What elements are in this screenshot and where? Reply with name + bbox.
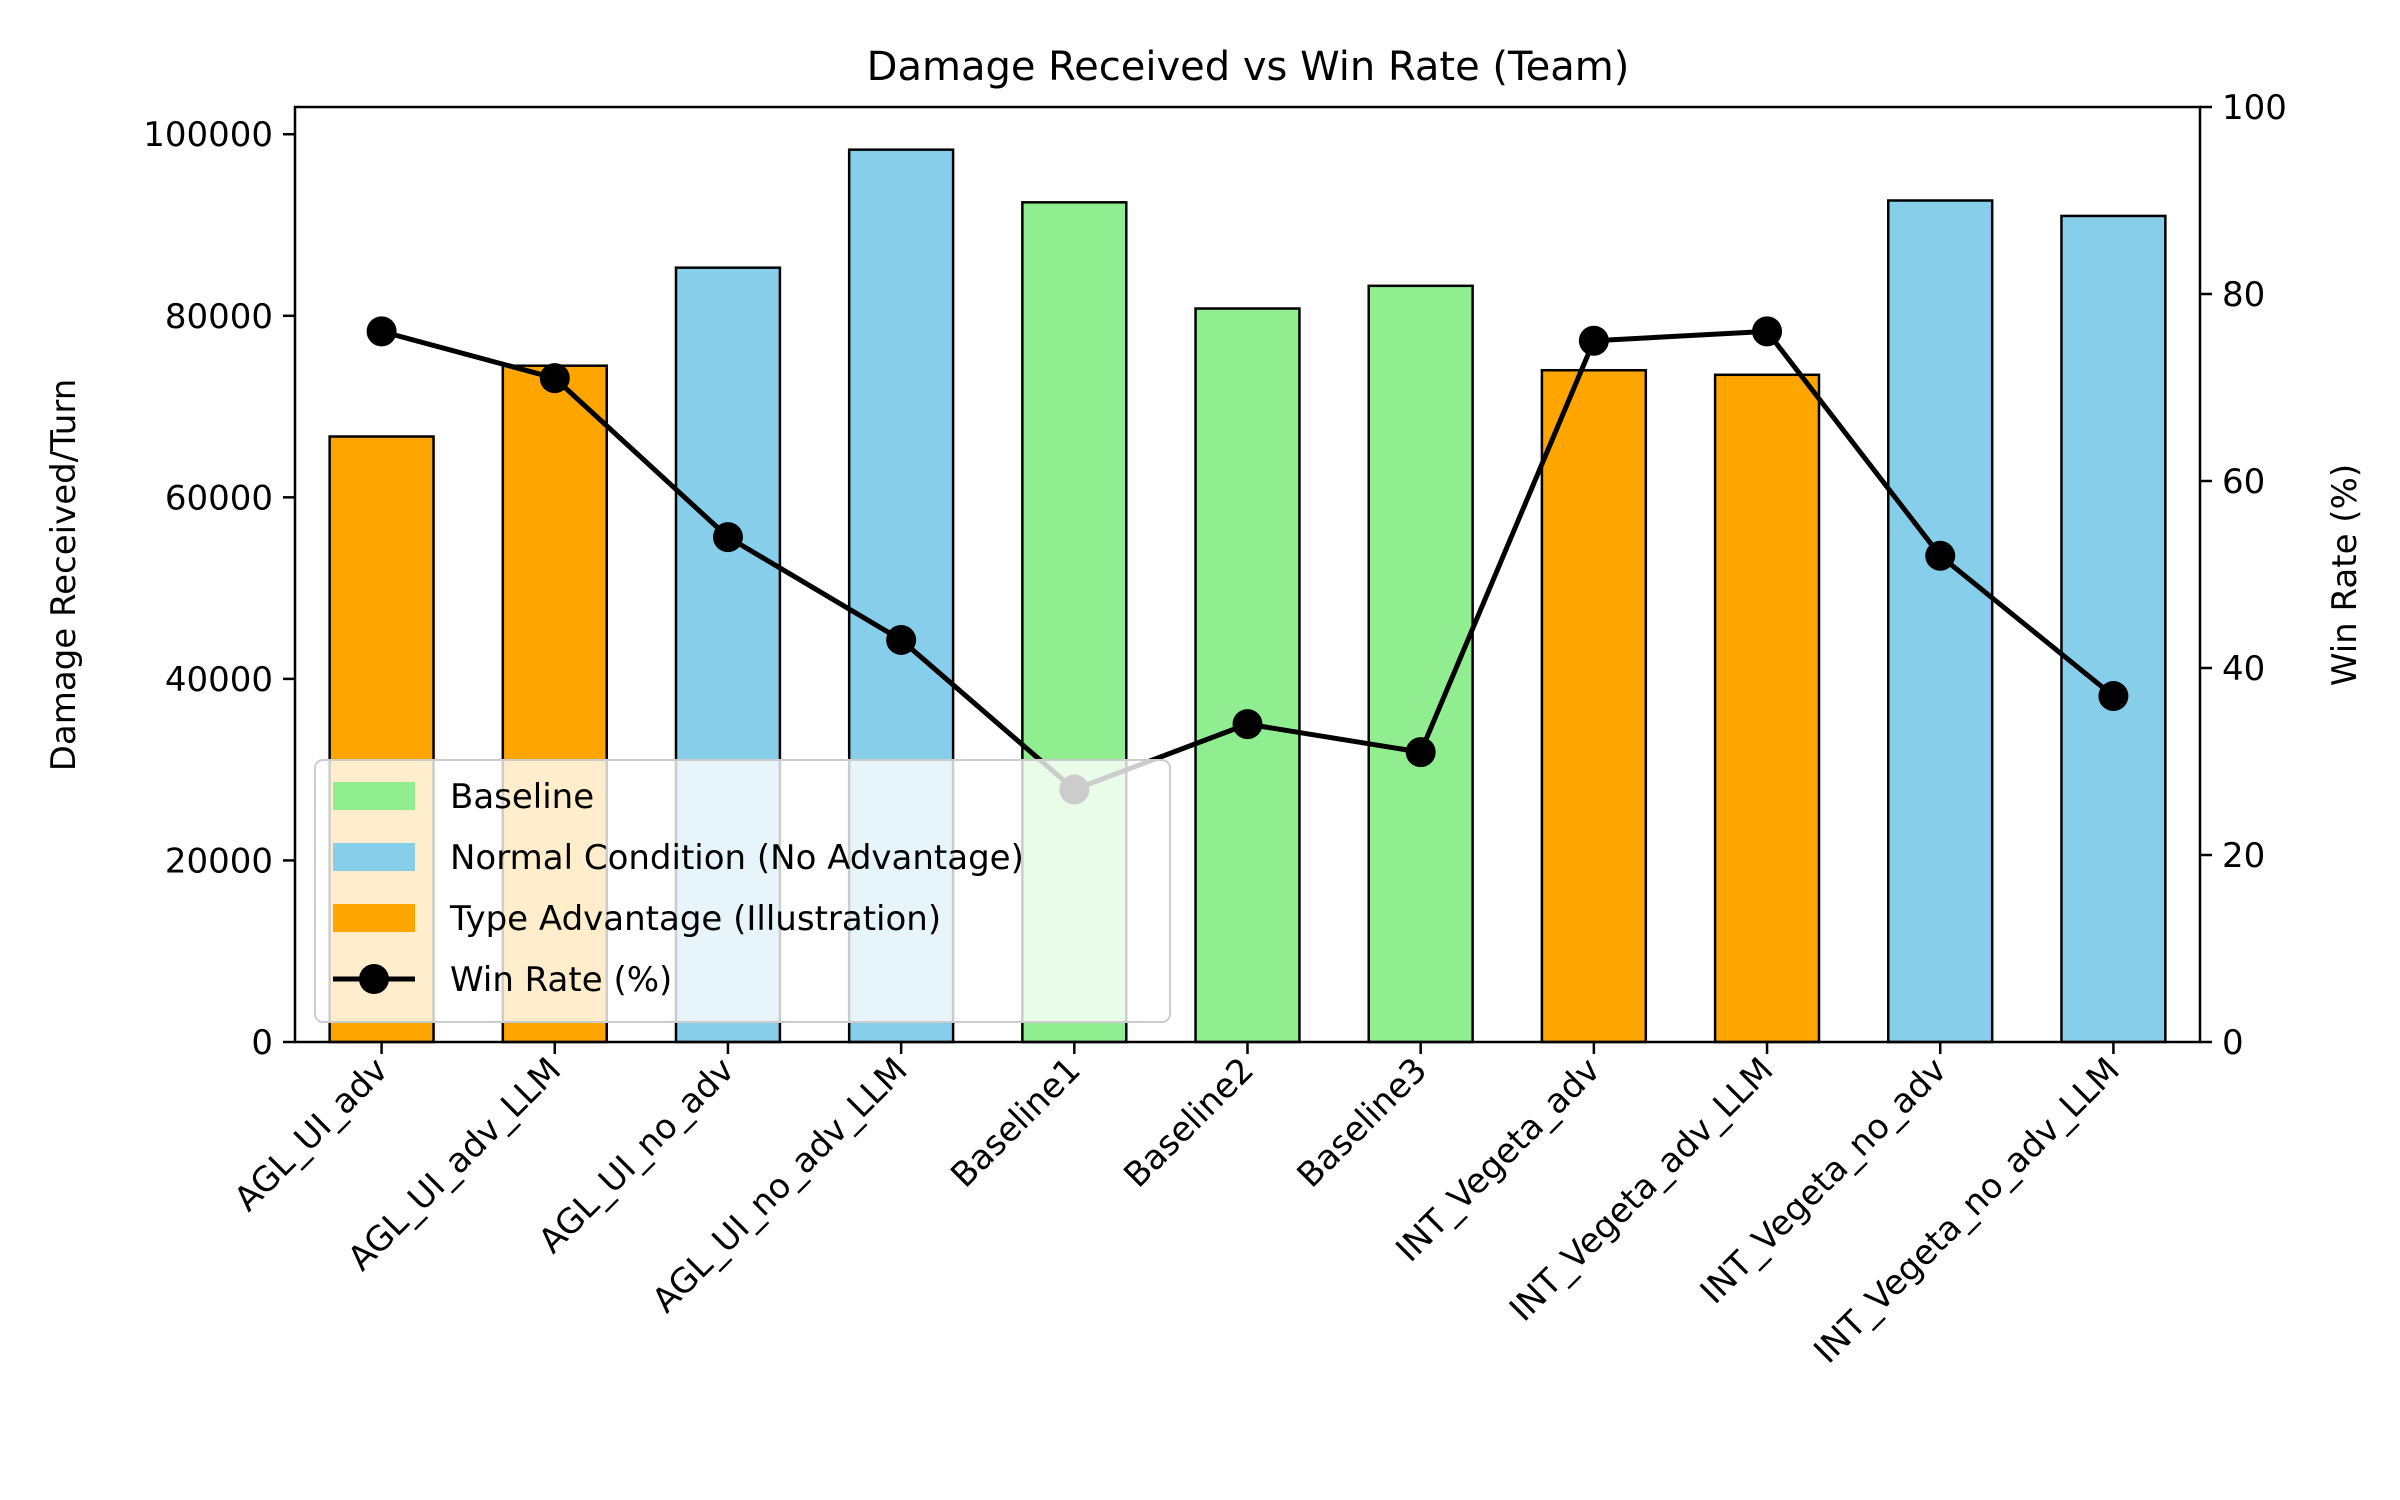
y-tick-label: 0 xyxy=(251,1023,273,1063)
legend-box xyxy=(314,759,1171,1023)
win-rate-point-Baseline2 xyxy=(1232,709,1263,740)
legend-swatch-advantage xyxy=(333,904,415,932)
y-tick-label: 80000 xyxy=(165,297,273,337)
y-tick-label: 100000 xyxy=(143,115,273,155)
win-rate-point-Baseline3 xyxy=(1405,737,1436,768)
y-axis-right: 0 20 40 60 80 100 xyxy=(2200,88,2287,1063)
y-axis-left: 0 20000 40000 60000 80000 100000 xyxy=(143,115,295,1063)
x-tick-label: Baseline2 xyxy=(1116,1050,1262,1196)
win-rate-point-AGL_UI_adv xyxy=(366,316,397,347)
y2-axis-title: Win Rate (%) xyxy=(2325,464,2365,686)
y-axis-title: Damage Received/Turn xyxy=(44,379,84,772)
bar-INT_Vegeta_no_adv xyxy=(1887,199,1994,1044)
win-rate-point-AGL_UI_no_adv xyxy=(712,522,743,553)
legend-label-line: Win Rate (%) xyxy=(450,960,672,1000)
y2-tick-label: 100 xyxy=(2222,88,2287,128)
win-rate-point-INT_Vegeta_no_adv_LLM xyxy=(2098,681,2129,712)
legend-label-advantage: Type Advantage (Illustration) xyxy=(449,899,941,939)
legend-swatch-baseline xyxy=(333,782,415,810)
y2-tick-label: 20 xyxy=(2222,836,2265,876)
y2-tick-label: 0 xyxy=(2222,1023,2244,1063)
y2-tick-label: 40 xyxy=(2222,649,2265,689)
x-tick-label: INT_Vegeta_no_adv_LLM xyxy=(1806,1050,2127,1371)
win-rate-point-INT_Vegeta_no_adv xyxy=(1925,540,1956,571)
bar-INT_Vegeta_no_adv_LLM xyxy=(2060,214,2167,1044)
win-rate-point-INT_Vegeta_adv xyxy=(1578,325,1609,356)
bar-Baseline2 xyxy=(1194,307,1301,1044)
y-tick-label: 20000 xyxy=(165,841,273,881)
legend-label-baseline: Baseline xyxy=(450,777,594,817)
legend-marker-swatch xyxy=(359,964,389,994)
y2-tick-label: 60 xyxy=(2222,462,2265,502)
x-tick-label: Baseline3 xyxy=(1290,1050,1436,1196)
x-tick-label: AGL_UI_adv xyxy=(227,1050,396,1219)
win-rate-point-AGL_UI_adv_LLM xyxy=(539,363,570,394)
x-axis: AGL_UI_advAGL_UI_adv_LLMAGL_UI_no_advAGL… xyxy=(227,1042,2128,1371)
y-tick-label: 60000 xyxy=(165,478,273,518)
bar-INT_Vegeta_adv_LLM xyxy=(1713,373,1821,1044)
win-rate-point-INT_Vegeta_adv_LLM xyxy=(1752,316,1783,347)
y-tick-label: 40000 xyxy=(165,660,273,700)
legend-swatch-normal xyxy=(333,843,415,871)
y2-tick-label: 80 xyxy=(2222,275,2265,315)
x-tick-label: Baseline1 xyxy=(943,1050,1089,1196)
chart-title: Damage Received vs Win Rate (Team) xyxy=(867,44,1630,90)
win-rate-point-AGL_UI_no_adv_LLM xyxy=(886,624,917,655)
bar-INT_Vegeta_adv xyxy=(1540,369,1648,1044)
legend: Baseline Normal Condition (No Advantage) T… xyxy=(314,759,1171,1023)
legend-label-normal: Normal Condition (No Advantage) xyxy=(450,838,1024,878)
